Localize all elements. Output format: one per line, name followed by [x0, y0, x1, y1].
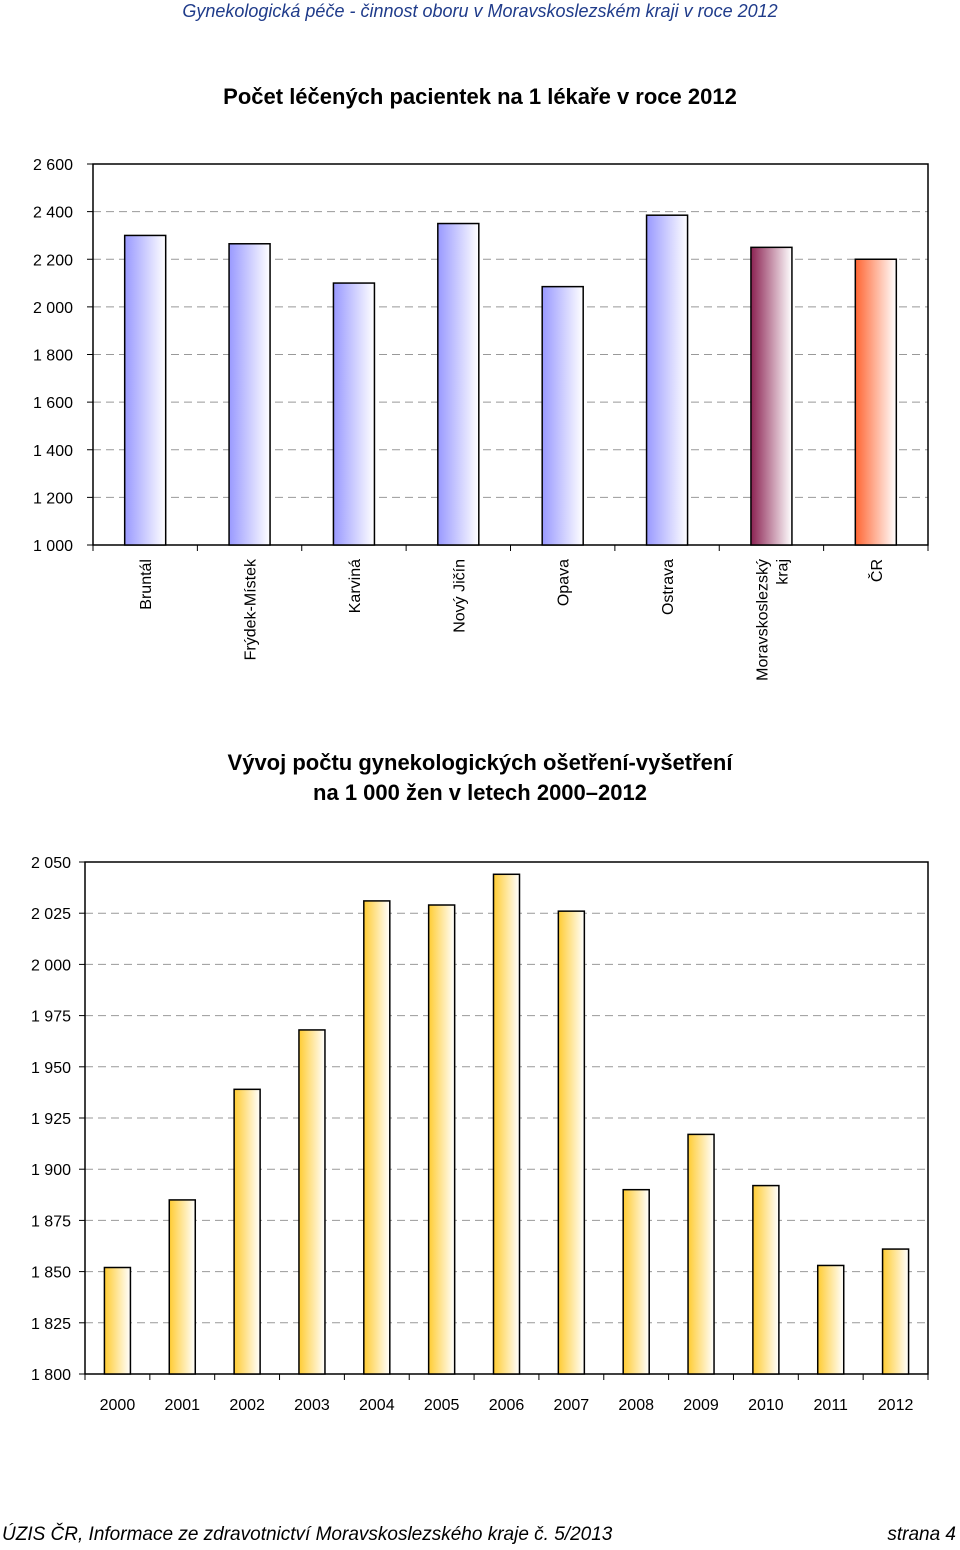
- chart1-ytick-label: 1 200: [33, 490, 73, 507]
- chart2-xtick-label: 2000: [100, 1397, 136, 1414]
- chart2-bar: [557, 910, 586, 1375]
- chart2-ytick-label: 1 900: [31, 1162, 71, 1179]
- chart1-xtick-label: Nový Jičín: [451, 559, 468, 633]
- chart2-ytick-label: 1 925: [31, 1111, 71, 1128]
- chart1-xtick-label: Ostrava: [660, 559, 677, 615]
- chart2-xtick-label: 2012: [878, 1397, 914, 1414]
- chart2-bar: [168, 1199, 197, 1375]
- chart2-xtick-label: 2002: [229, 1397, 265, 1414]
- chart1-bar: [854, 258, 898, 546]
- chart2-bar: [816, 1264, 845, 1375]
- chart1-ytick-label: 2 600: [33, 157, 73, 174]
- chart1-ytick-label: 1 400: [33, 443, 73, 460]
- footer-source: ÚZIS ČR, Informace ze zdravotnictví Mora…: [2, 1524, 613, 1545]
- chart2-xtick-label: 2003: [294, 1397, 330, 1414]
- chart2-bar: [363, 900, 391, 1375]
- chart1-xtick-label: Frýdek-Místek: [243, 558, 260, 660]
- chart2-ytick-label: 2 050: [31, 855, 71, 872]
- chart2-bar: [298, 1029, 326, 1375]
- chart1-xtick-label: Moravskoslezský kraj: [754, 559, 791, 681]
- chart1-ytick-label: 2 200: [33, 252, 73, 269]
- chart1-plot: 1 000 1 200 1 400 1 600 1 800 2 000 2 200 2 400…: [33, 157, 929, 681]
- chart1-ytick-label: 2 000: [33, 300, 73, 317]
- chart2-xtick-label: 2010: [748, 1397, 784, 1414]
- chart1-ytick-label: 1 600: [33, 395, 73, 412]
- chart2-ytick-label: 2 000: [31, 957, 71, 974]
- chart1-bar: [437, 222, 480, 546]
- chart2-xtick-label: 2001: [164, 1397, 200, 1414]
- chart1-ytick-label: 2 400: [33, 205, 73, 222]
- footer-page-number: strana 4: [887, 1524, 956, 1545]
- chart2-xtick-label: 2006: [489, 1397, 525, 1414]
- chart2-xtick-label: 2011: [814, 1397, 849, 1414]
- chart1-ytick-label: 1 000: [33, 538, 73, 555]
- chart1-bar: [123, 234, 167, 546]
- chart1-xtick-label: Bruntál: [138, 559, 155, 610]
- chart2-xtick-label: 2004: [359, 1397, 395, 1414]
- chart2-xtick-label: 2008: [618, 1397, 654, 1414]
- chart2-ytick-label: 1 825: [31, 1316, 71, 1333]
- chart1-bar: [332, 282, 376, 546]
- page-footer: ÚZIS ČR, Informace ze zdravotnictví Mora…: [0, 1524, 960, 1550]
- chart2-bar: [103, 1266, 132, 1375]
- chart2-bar: [492, 873, 521, 1375]
- chart2-bar: [881, 1248, 910, 1375]
- chart1-bar: [228, 243, 271, 546]
- chart2-xtick-label: 2007: [554, 1397, 590, 1414]
- chart1-ytick-label: 1 800: [33, 348, 73, 365]
- chart2-bar: [427, 904, 456, 1375]
- chart1-bar: [645, 214, 689, 546]
- chart2-ytick-label: 1 800: [31, 1367, 71, 1384]
- chart2-title-line1: Vývoj počtu gynekologických ošetření-vyš…: [227, 750, 733, 775]
- chart2-ytick-label: 1 975: [31, 1009, 71, 1026]
- chart2-bar: [622, 1188, 650, 1375]
- chart2-xtick-label: 2005: [424, 1397, 460, 1414]
- chart2-ytick-label: 1 950: [31, 1060, 71, 1077]
- chart2-ytick-label: 1 850: [31, 1265, 71, 1282]
- chart2-title: Vývoj počtu gynekologických ošetření-vyš…: [0, 748, 960, 808]
- chart2-bar: [687, 1133, 715, 1375]
- chart1-bar: [750, 246, 793, 546]
- chart1-xtick-label: ČR: [867, 559, 886, 582]
- chart2-title-line2: na 1 000 žen v letech 2000–2012: [313, 780, 647, 805]
- chart1-xtick-label: Opava: [556, 559, 573, 606]
- chart1-title: Počet léčených pacientek na 1 lékaře v r…: [223, 84, 737, 109]
- chart1-xtick-label: Karviná: [347, 559, 364, 613]
- chart1-bar: [541, 285, 584, 546]
- chart2-bar: [233, 1088, 261, 1375]
- page-header: Gynekologická péče - činnost oboru v Mor…: [182, 1, 778, 21]
- chart2-ytick-label: 2 025: [31, 906, 71, 923]
- chart2-xtick-label: 2009: [683, 1397, 719, 1414]
- chart2-bar: [752, 1184, 780, 1375]
- chart2-plot: 1 800 1 825 1 850 1 875 1 900 1 925 1 950 1 975…: [31, 855, 929, 1414]
- chart2-ytick-label: 1 875: [31, 1213, 71, 1230]
